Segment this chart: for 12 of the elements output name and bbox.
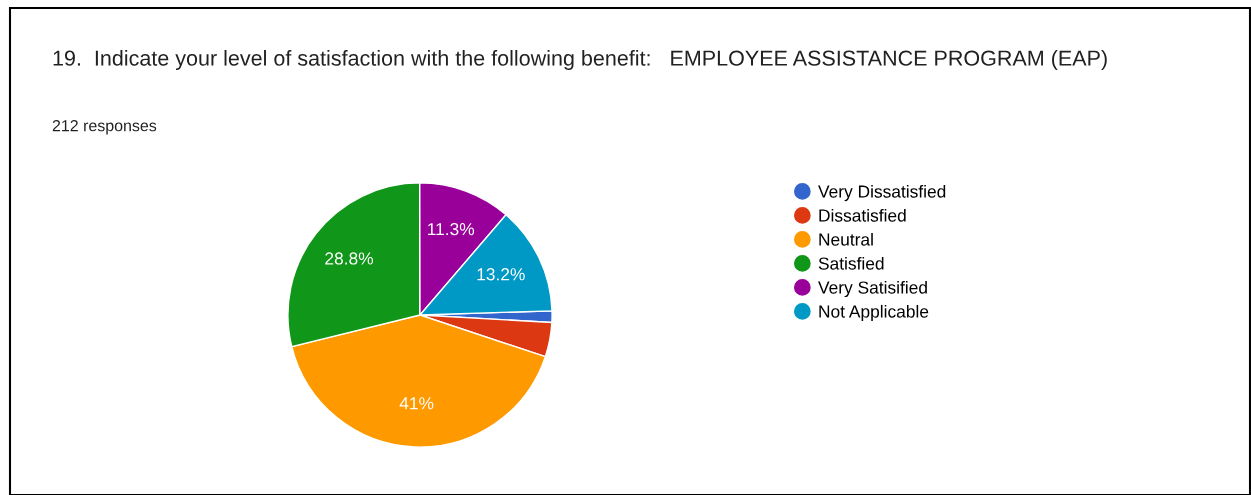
legend-label: Dissatisfied bbox=[819, 208, 906, 222]
data-label: 28.8% bbox=[325, 252, 374, 265]
legend-label: Neutral bbox=[819, 232, 873, 246]
chart-title: 19. Indicate your level of satisfaction with the following benefit: EMPLOYEE ASSISTANCE PROGRAM (EAP) bbox=[53, 49, 1107, 71]
legend-label: Satisfied bbox=[818, 256, 884, 270]
legend-label: Very Satisified bbox=[818, 280, 927, 298]
legend-label: Very Dissatisfied bbox=[818, 184, 946, 202]
data-label: 13.2% bbox=[477, 268, 525, 281]
legend-label: Not Applicable bbox=[819, 304, 929, 322]
data-label: 41% bbox=[399, 397, 434, 410]
data-label: 11.3% bbox=[428, 222, 475, 236]
text: 212 responses bbox=[52, 119, 157, 135]
